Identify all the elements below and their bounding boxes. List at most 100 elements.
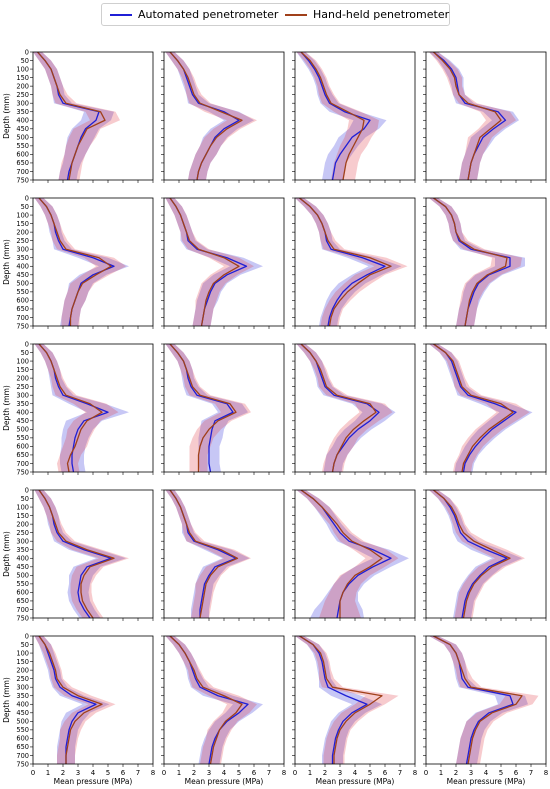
x-tick-label: 3 — [338, 769, 342, 777]
handheld-band-r5c4 — [429, 636, 539, 764]
handheld-band-r5c2 — [165, 636, 257, 764]
handheld-line-r1c2 — [169, 52, 243, 180]
panel-r5c4: 0 1 2 3 4 5 6 7 8 Mean pressure (MPa) — [423, 635, 548, 786]
handheld-line-r5c3 — [299, 636, 383, 764]
y-tick-label: 250 — [16, 529, 29, 537]
y-tick-label: 450 — [16, 709, 29, 717]
handheld-band-r3c2 — [165, 344, 251, 472]
y-tick-label: 0 — [25, 48, 29, 56]
plot-area-r4c3 — [296, 490, 409, 618]
y-tick-label: 500 — [16, 426, 29, 434]
y-tick-label: 750 — [16, 614, 29, 622]
x-tick-label: 4 — [353, 769, 358, 777]
y-tick-label: 400 — [16, 701, 29, 709]
y-tick-label: 300 — [16, 246, 29, 254]
automated-band-r4c4 — [429, 490, 522, 618]
handheld-band-r2c3 — [295, 198, 408, 326]
handheld-line-r3c2 — [169, 344, 237, 472]
legend-line-automated — [110, 14, 132, 16]
y-tick-label: 550 — [16, 434, 29, 442]
plot-area-r5c1 — [34, 636, 116, 764]
handheld-line-r1c1 — [37, 52, 106, 180]
legend: Automated penetrometer Hand-held penetro… — [101, 3, 450, 26]
y-tick-label: 200 — [16, 520, 29, 528]
y-axis-label: Depth (mm) — [2, 677, 11, 723]
y-tick-label: 750 — [16, 468, 29, 476]
panel-r2c4 — [423, 197, 547, 329]
y-tick-label: 350 — [16, 546, 29, 554]
automated-band-r1c2 — [165, 52, 254, 180]
x-tick-label: 7 — [529, 769, 533, 777]
plot-area-r3c4 — [429, 344, 533, 472]
y-tick-label: 600 — [16, 589, 29, 597]
plot-area-r4c2 — [165, 490, 251, 618]
handheld-band-r1c4 — [429, 52, 516, 180]
y-tick-label: 250 — [16, 237, 29, 245]
y-tick-label: 500 — [16, 718, 29, 726]
handheld-line-r4c1 — [38, 490, 115, 618]
y-tick-label: 300 — [16, 392, 29, 400]
y-tick-label: 350 — [16, 400, 29, 408]
panel-r2c2 — [161, 197, 285, 329]
panel-r3c4 — [423, 343, 547, 475]
x-tick-label: 8 — [282, 769, 286, 777]
plot-area-r3c1 — [34, 344, 129, 472]
x-tick-label: 4 — [484, 769, 489, 777]
y-tick-label: 150 — [16, 74, 29, 82]
y-tick-label: 50 — [21, 641, 29, 649]
y-axis-label: Depth (mm) — [2, 531, 11, 577]
x-tick-label: 0 — [31, 769, 35, 777]
y-tick-label: 600 — [16, 735, 29, 743]
x-tick-label: 6 — [383, 769, 388, 777]
y-tick-label: 200 — [16, 666, 29, 674]
handheld-band-r3c4 — [429, 344, 530, 472]
handheld-line-r3c4 — [433, 344, 514, 472]
panel-r5c2: 0 1 2 3 4 5 6 7 8 Mean pressure (MPa) — [161, 635, 286, 786]
x-tick-label: 5 — [368, 769, 372, 777]
panel-r5c3: 0 1 2 3 4 5 6 7 8 Mean pressure (MPa) — [292, 635, 417, 786]
x-tick-label: 1 — [439, 769, 443, 777]
y-tick-label: 750 — [16, 322, 29, 330]
y-tick-label: 600 — [16, 297, 29, 305]
automated-band-r3c4 — [429, 344, 533, 472]
handheld-band-r4c3 — [296, 490, 399, 618]
handheld-line-r4c3 — [300, 490, 383, 618]
automated-line-r5c1 — [38, 636, 97, 764]
x-tick-label: 4 — [222, 769, 227, 777]
handheld-line-r3c1 — [38, 344, 103, 472]
panel-r2c3 — [292, 197, 416, 329]
y-tick-label: 550 — [16, 142, 29, 150]
handheld-line-r5c4 — [433, 636, 523, 764]
handheld-band-r5c3 — [295, 636, 399, 764]
handheld-band-r1c1 — [33, 52, 120, 180]
y-tick-label: 50 — [21, 57, 29, 65]
legend-label-handheld: Hand-held penetrometer — [313, 8, 450, 21]
panel-r3c2 — [161, 343, 285, 475]
y-tick-label: 650 — [16, 743, 29, 751]
y-tick-label: 700 — [16, 460, 29, 468]
x-tick-label: 8 — [151, 769, 155, 777]
x-tick-label: 1 — [308, 769, 312, 777]
handheld-band-r4c4 — [429, 490, 525, 618]
y-tick-label: 650 — [16, 159, 29, 167]
y-tick-label: 0 — [25, 340, 29, 348]
y-tick-label: 450 — [16, 563, 29, 571]
x-tick-label: 7 — [398, 769, 402, 777]
plot-area-r2c2 — [165, 198, 263, 326]
handheld-band-r2c2 — [165, 198, 254, 326]
plot-area-r2c3 — [295, 198, 408, 326]
plot-area-r1c1 — [33, 52, 120, 180]
panel-r4c2 — [161, 489, 285, 621]
y-tick-label: 500 — [16, 280, 29, 288]
handheld-line-r2c2 — [169, 198, 240, 326]
x-tick-label: 8 — [544, 769, 548, 777]
y-tick-label: 750 — [16, 176, 29, 184]
plot-area-r3c3 — [296, 344, 396, 472]
panel-r4c1: 0501001502002503003504004505005506006507… — [2, 486, 154, 622]
handheld-band-r3c1 — [34, 344, 119, 472]
y-tick-label: 250 — [16, 91, 29, 99]
y-tick-label: 700 — [16, 314, 29, 322]
x-tick-label: 2 — [323, 769, 327, 777]
handheld-line-r2c4 — [433, 198, 508, 326]
x-tick-label: 7 — [136, 769, 140, 777]
